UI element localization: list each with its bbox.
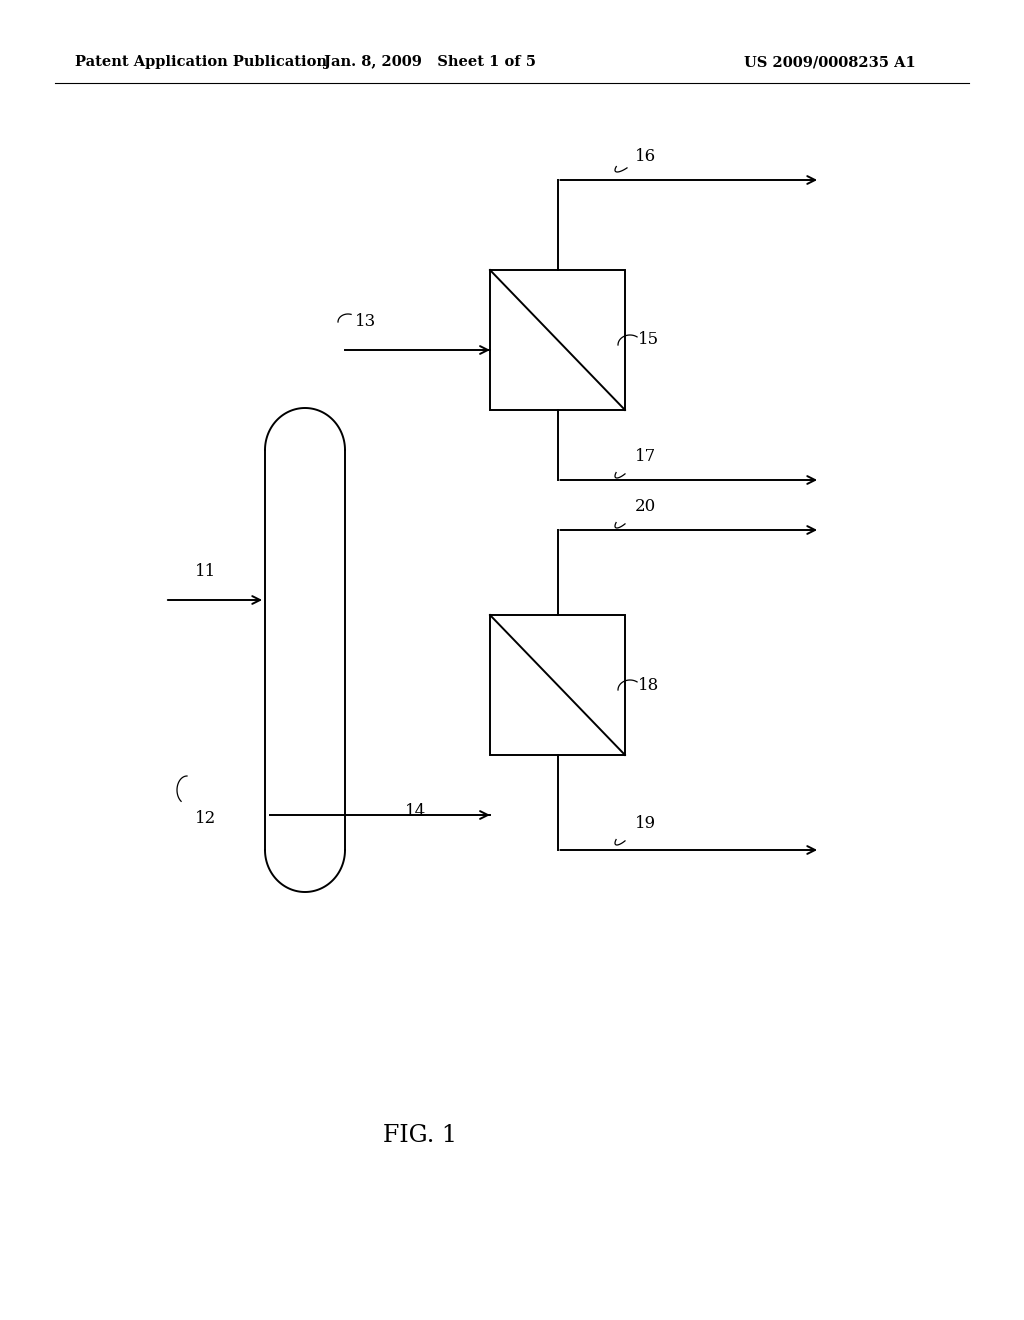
Text: 19: 19 — [635, 814, 656, 832]
Text: 15: 15 — [638, 331, 659, 348]
Bar — [490, 271, 625, 411]
Text: US 2009/0008235 A1: US 2009/0008235 A1 — [744, 55, 915, 69]
Text: 13: 13 — [355, 313, 376, 330]
Text: FIG. 1: FIG. 1 — [383, 1123, 457, 1147]
Text: 18: 18 — [638, 676, 659, 693]
Text: 17: 17 — [635, 447, 656, 465]
Text: 14: 14 — [406, 803, 426, 820]
Text: 16: 16 — [635, 148, 656, 165]
Text: 20: 20 — [635, 498, 656, 515]
Text: Patent Application Publication: Patent Application Publication — [75, 55, 327, 69]
Text: 11: 11 — [195, 564, 216, 579]
Text: 12: 12 — [195, 810, 216, 828]
Bar — [490, 615, 625, 755]
Text: Jan. 8, 2009   Sheet 1 of 5: Jan. 8, 2009 Sheet 1 of 5 — [324, 55, 536, 69]
